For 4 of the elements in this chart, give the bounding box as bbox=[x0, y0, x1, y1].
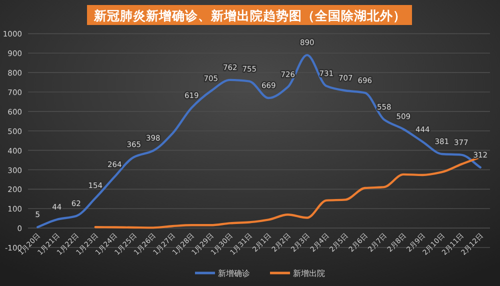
title: 新冠肺炎新增确诊、新增出院趋势图（全国除湖北外） bbox=[87, 5, 412, 25]
legend-label: 新增确诊 bbox=[218, 269, 250, 278]
chart-title: 新冠肺炎新增确诊、新增出院趋势图（全国除湖北外） bbox=[93, 8, 406, 23]
legend-label: 新增出院 bbox=[293, 269, 325, 278]
